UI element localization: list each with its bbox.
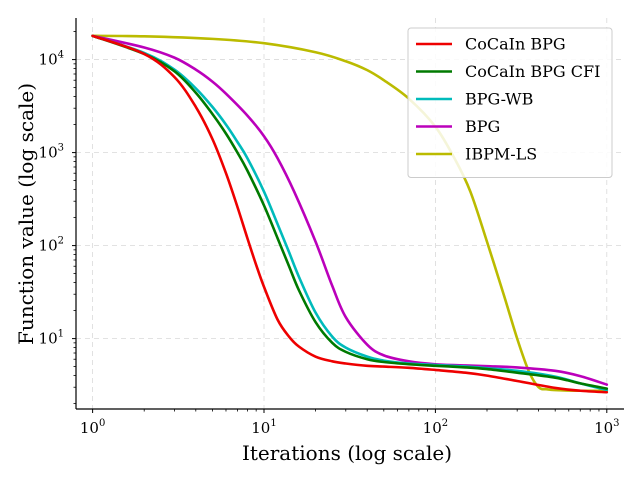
- y-tick-label: 101: [39, 329, 64, 348]
- legend: CoCaIn BPG CoCaIn BPG CFI BPG-WB BPG IBPM-LS: [407, 27, 613, 178]
- series-line-cocain-bpg-cfi: [91, 34, 609, 390]
- y-axis-label: Function value (log scale): [14, 83, 38, 345]
- ticks: 100 101 102 103 101 102 103 104: [39, 31, 620, 437]
- legend-label: BPG-WB: [465, 90, 533, 109]
- x-tick-label: 102: [423, 418, 448, 437]
- x-tick-label: 101: [251, 418, 276, 437]
- legend-label: IBPM-LS: [465, 145, 537, 164]
- legend-label: CoCaIn BPG: [465, 35, 566, 54]
- axes: [75, 18, 624, 410]
- y-tick-label: 104: [39, 50, 64, 69]
- series-line-bpg: [91, 34, 609, 386]
- legend-label: BPG: [465, 117, 500, 136]
- series-line-cocain-bpg: [91, 34, 609, 394]
- x-axis-label: Iterations (log scale): [242, 441, 452, 465]
- y-tick-label: 103: [39, 143, 64, 162]
- legend-label: CoCaIn BPG CFI: [465, 62, 600, 81]
- x-tick-label: 100: [80, 418, 105, 437]
- y-tick-label: 102: [39, 236, 64, 255]
- x-tick-label: 103: [594, 418, 619, 437]
- legend-box: [407, 27, 613, 178]
